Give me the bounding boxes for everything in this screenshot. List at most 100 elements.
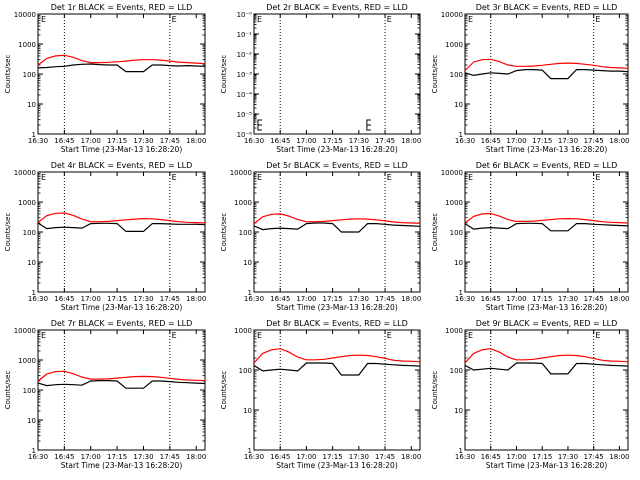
x-axis-label: Start Time (23-Mar-13 16:28:20) <box>276 303 398 312</box>
panel-4: Det 4r BLACK = Events, RED = LLD 16:30 16:… <box>4 161 206 312</box>
y-axis-label: Counts/sec <box>431 371 439 410</box>
corner-marker: E <box>468 15 473 24</box>
x-tick-label: 18:00 <box>186 453 206 461</box>
x-tick-label: 18:00 <box>186 295 206 303</box>
x-tick-label: 17:30 <box>558 453 578 461</box>
x-tick-label: 17:45 <box>160 137 180 145</box>
panel-title: Det 3r BLACK = Events, RED = LLD <box>476 3 618 12</box>
x-axis-label: Start Time (23-Mar-13 16:28:20) <box>61 145 183 154</box>
panel-title: Det 5r BLACK = Events, RED = LLD <box>266 161 408 170</box>
x-axis-label: Start Time (23-Mar-13 16:28:20) <box>486 461 608 470</box>
y-tick-label: 1 <box>248 289 252 297</box>
y-tick-label: 100 <box>450 367 463 375</box>
y-axis-label: Counts/sec <box>220 371 228 410</box>
x-tick-label: 17:30 <box>349 137 369 145</box>
y-tick-label: 10⁻¹ <box>237 31 253 39</box>
y-axis-label: Counts/sec <box>4 371 12 410</box>
x-tick-label: 16:45 <box>54 453 74 461</box>
x-tick-label: 16:45 <box>270 137 290 145</box>
events-series-line <box>37 380 206 389</box>
lld-series-line <box>253 348 421 364</box>
corner-marker: E <box>595 173 600 182</box>
x-tick-label: 18:00 <box>186 137 206 145</box>
x-tick-label: 17:15 <box>323 137 343 145</box>
y-tick-label: 1 <box>459 289 463 297</box>
x-tick-label: 17:30 <box>349 453 369 461</box>
corner-marker: E <box>257 15 262 24</box>
y-tick-label: 10 <box>454 407 463 415</box>
x-tick-label: 17:00 <box>81 453 101 461</box>
x-tick-label: 16:45 <box>54 295 74 303</box>
x-tick-label: 17:30 <box>133 453 153 461</box>
y-axis-label: Counts/sec <box>220 55 228 94</box>
corner-marker: E <box>41 15 46 24</box>
x-tick-label: 16:30 <box>455 295 475 303</box>
y-tick-label: 10⁻⁵ <box>237 111 253 119</box>
x-tick-label: 17:00 <box>506 453 526 461</box>
y-tick-label: 10000 <box>441 169 463 177</box>
y-tick-label: 10 <box>454 259 463 267</box>
x-tick-label: 17:30 <box>558 137 578 145</box>
x-tick-label: 17:45 <box>160 295 180 303</box>
x-tick-label: 17:15 <box>532 137 552 145</box>
events-series-line <box>464 362 629 375</box>
x-tick-label: 17:15 <box>323 453 343 461</box>
panel-5: Det 5r BLACK = Events, RED = LLD 16:30 16:… <box>220 161 421 312</box>
lld-series-line <box>37 212 206 224</box>
lld-series-line <box>37 54 206 66</box>
corner-marker: E <box>387 15 392 24</box>
x-tick-label: 18:00 <box>401 453 421 461</box>
y-tick-label: 10000 <box>441 11 463 19</box>
corner-marker: E <box>172 15 177 24</box>
x-tick-label: 18:00 <box>401 137 421 145</box>
lld-series-line <box>464 348 629 364</box>
y-axis-label: Counts/sec <box>431 213 439 252</box>
x-tick-label: 17:00 <box>296 295 316 303</box>
y-tick-label: 10⁻⁴ <box>237 91 253 99</box>
x-tick-label: 18:00 <box>401 295 421 303</box>
y-tick-label: 100 <box>23 71 36 79</box>
y-tick-label: 1 <box>32 447 36 455</box>
y-tick-label: 10000 <box>230 169 252 177</box>
x-tick-label: 16:45 <box>270 295 290 303</box>
y-tick-label: 1000 <box>445 41 463 49</box>
corner-marker: E <box>41 173 46 182</box>
y-tick-label: 1000 <box>18 41 36 49</box>
x-tick-label: 18:00 <box>609 295 629 303</box>
x-tick-label: 17:45 <box>160 453 180 461</box>
y-tick-label: 10 <box>27 101 36 109</box>
corner-marker: E <box>595 331 600 340</box>
x-tick-label: 17:45 <box>584 453 604 461</box>
y-tick-label: 100 <box>450 71 463 79</box>
panel-6: Det 6r BLACK = Events, RED = LLD 16:30 16:… <box>431 161 630 312</box>
panel-2: Det 2r BLACK = Events, RED = LLD 16:30 16:… <box>220 3 421 154</box>
panel-9: Det 9r BLACK = Events, RED = LLD 16:30 16:… <box>431 319 630 470</box>
y-tick-label: 10000 <box>14 11 36 19</box>
x-tick-label: 17:15 <box>107 295 127 303</box>
panel-title: Det 7r BLACK = Events, RED = LLD <box>51 319 193 328</box>
panel-title: Det 2r BLACK = Events, RED = LLD <box>266 3 408 12</box>
events-series-line <box>464 222 629 232</box>
panel-title: Det 4r BLACK = Events, RED = LLD <box>51 161 193 170</box>
x-tick-label: 16:30 <box>244 453 264 461</box>
y-tick-label: 10⁻⁶ <box>237 131 253 139</box>
panel-title: Det 1r BLACK = Events, RED = LLD <box>51 3 193 12</box>
x-axis-label: Start Time (23-Mar-13 16:28:20) <box>276 461 398 470</box>
x-tick-label: 16:45 <box>270 453 290 461</box>
x-tick-label: 17:45 <box>375 137 395 145</box>
x-tick-label: 17:15 <box>107 453 127 461</box>
x-tick-label: 16:45 <box>481 137 501 145</box>
x-tick-label: 16:45 <box>481 453 501 461</box>
x-tick-label: 17:00 <box>296 137 316 145</box>
x-tick-label: 17:15 <box>107 137 127 145</box>
x-tick-label: 16:30 <box>28 453 48 461</box>
corner-marker: E <box>172 331 177 340</box>
corner-marker: E <box>41 331 46 340</box>
x-tick-label: 18:00 <box>609 137 629 145</box>
x-tick-label: 16:30 <box>244 137 264 145</box>
y-tick-label: 10⁻² <box>237 51 253 59</box>
panel-8: Det 8r BLACK = Events, RED = LLD 16:30 16:… <box>220 319 421 470</box>
events-series-line <box>37 63 206 73</box>
y-tick-label: 1000 <box>234 199 252 207</box>
